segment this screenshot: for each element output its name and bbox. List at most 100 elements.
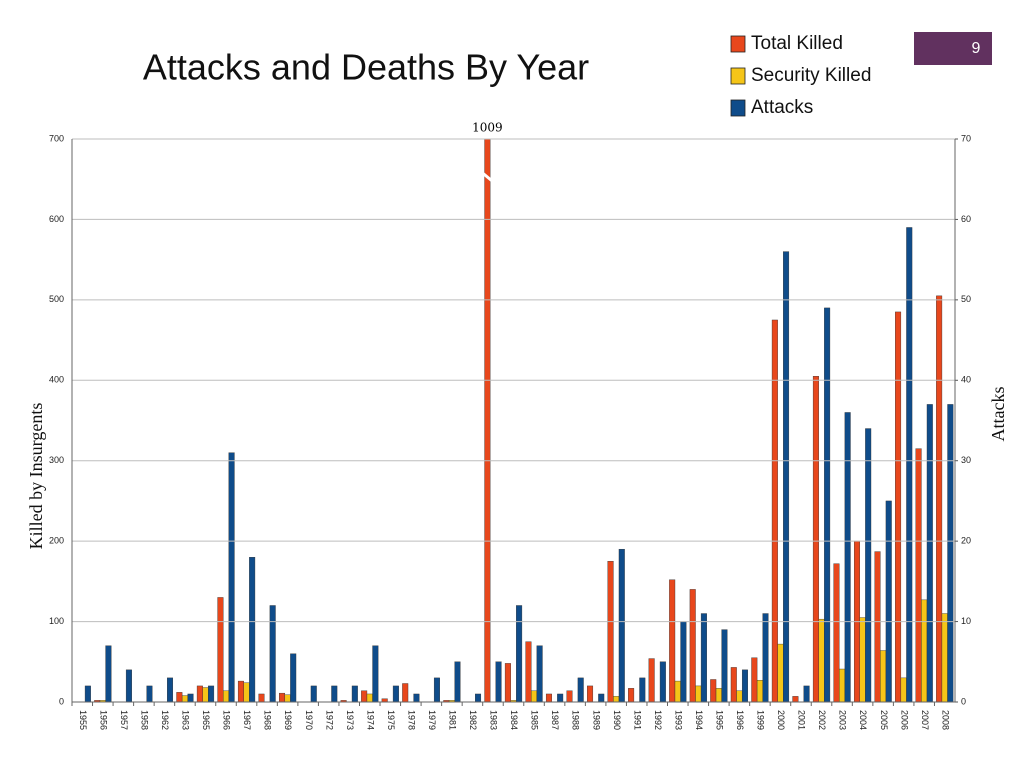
y2-tick-label: 0: [961, 696, 966, 706]
bar: [874, 551, 881, 702]
legend-swatch: [730, 67, 746, 85]
bar: [812, 376, 819, 702]
bar: [818, 618, 825, 702]
bar: [865, 428, 872, 702]
bar: [146, 685, 153, 702]
y-tick-label: 300: [49, 455, 64, 465]
bar: [618, 548, 625, 702]
bar: [885, 500, 892, 702]
y-axis-label: Killed by Insurgents: [26, 403, 46, 550]
bar: [824, 307, 831, 702]
x-tick-label: 1992: [653, 710, 663, 730]
bar: [290, 653, 297, 702]
x-tick-label: 1968: [263, 710, 273, 730]
y2-axis-label: Attacks: [988, 387, 1008, 442]
bar: [525, 641, 532, 702]
y-tick-label: 200: [49, 536, 64, 546]
bar: [921, 599, 928, 702]
bar: [721, 629, 728, 702]
bar: [372, 645, 379, 702]
bar: [771, 319, 778, 702]
x-tick-label: 2002: [817, 710, 827, 730]
x-tick-label: 2001: [797, 710, 807, 730]
x-tick-label: 1975: [386, 710, 396, 730]
bar: [839, 668, 846, 702]
x-tick-label: 1996: [735, 710, 745, 730]
bar: [613, 696, 620, 702]
x-tick-label: 1962: [160, 710, 170, 730]
bar: [545, 693, 552, 702]
axis-break: [481, 171, 494, 183]
x-tick-label: 1963: [181, 710, 191, 730]
x-tick-label: 1991: [632, 710, 642, 730]
bar: [361, 690, 368, 702]
bar: [695, 685, 702, 702]
bar: [536, 645, 543, 702]
y2-tick-label: 70: [961, 133, 971, 143]
chart-title: Attacks and Deaths By Year: [143, 47, 589, 88]
bar: [577, 677, 584, 702]
bar: [454, 661, 461, 702]
x-tick-label: 1994: [694, 710, 704, 730]
bar: [680, 621, 687, 702]
bar: [475, 693, 482, 702]
bar: [167, 677, 174, 702]
x-tick-label: 1957: [119, 710, 129, 730]
bar: [844, 412, 851, 702]
bar: [228, 452, 235, 702]
y-tick-label: 0: [59, 696, 64, 706]
bar: [484, 139, 491, 702]
bar: [715, 688, 722, 702]
x-tick-label: 1967: [242, 710, 252, 730]
x-tick-label: 1956: [98, 710, 108, 730]
bar: [557, 693, 564, 702]
bar: [566, 690, 573, 702]
legend-label: Security Killed: [751, 65, 871, 86]
x-tick-label: 2004: [858, 710, 868, 730]
bar: [628, 688, 635, 702]
bar: [659, 661, 666, 702]
x-tick-label: 1984: [509, 710, 519, 730]
x-tick-label: 1988: [571, 710, 581, 730]
x-tick-label: 1983: [489, 710, 499, 730]
bar: [674, 680, 681, 702]
bar: [217, 597, 224, 702]
bar: [607, 561, 614, 702]
bar: [741, 669, 748, 702]
x-tick-label: 1987: [550, 710, 560, 730]
x-tick-label: 1985: [530, 710, 540, 730]
x-tick-label: 1973: [345, 710, 355, 730]
x-tick-label: 2006: [899, 710, 909, 730]
bar: [181, 695, 188, 702]
x-tick-label: 1999: [756, 710, 766, 730]
bar: [433, 677, 440, 702]
legend-swatch: [730, 35, 746, 53]
bar: [202, 687, 209, 702]
bar: [279, 692, 286, 702]
x-tick-label: 1965: [201, 710, 211, 730]
bar: [243, 682, 250, 702]
bar: [84, 685, 91, 702]
bar: [777, 643, 784, 702]
bar: [258, 693, 265, 702]
x-tick-label: 1966: [222, 710, 232, 730]
bar: [284, 694, 291, 702]
x-tick-label: 1978: [406, 710, 416, 730]
bar: [756, 680, 763, 702]
y-tick-label: 600: [49, 214, 64, 224]
x-tick-label: 2008: [940, 710, 950, 730]
bar: [941, 613, 948, 702]
bar: [366, 693, 373, 702]
bar: [208, 685, 215, 702]
bar: [762, 613, 769, 702]
x-tick-label: 1955: [78, 710, 88, 730]
bar: [587, 685, 594, 702]
bar: [598, 693, 605, 702]
page-number: 9: [972, 40, 981, 57]
page-badge: [914, 32, 992, 65]
bar: [936, 295, 943, 702]
bar: [237, 680, 244, 702]
x-tick-label: 2005: [879, 710, 889, 730]
bar: [926, 404, 933, 702]
y-tick-label: 100: [49, 616, 64, 626]
